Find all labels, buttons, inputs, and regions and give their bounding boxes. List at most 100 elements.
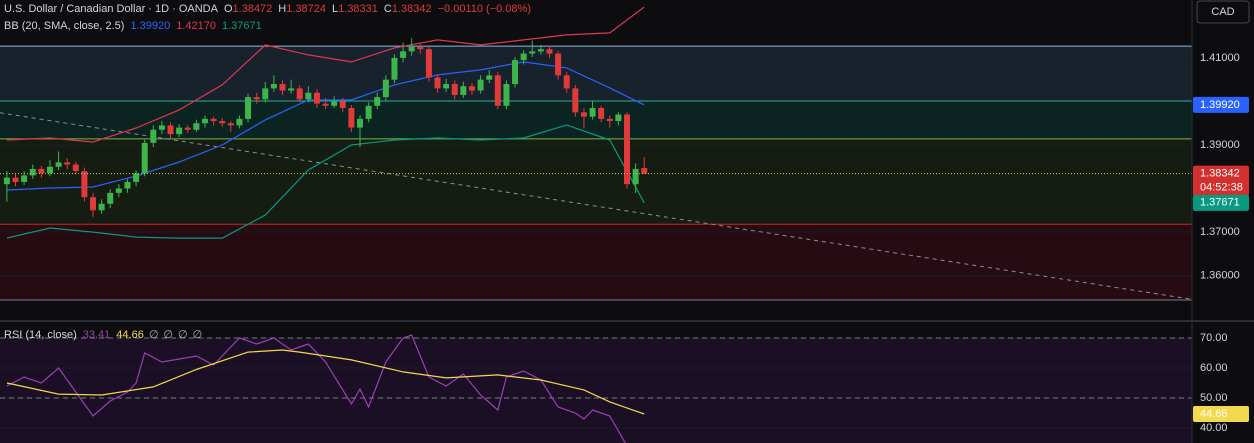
- y-tick-label: 1.41000: [1200, 52, 1240, 64]
- candle-body: [296, 88, 303, 100]
- candle-body: [641, 167, 648, 174]
- candle-body: [365, 105, 372, 119]
- price-pane: [0, 6, 1192, 301]
- candle-body: [468, 86, 475, 91]
- candle-body: [3, 177, 10, 185]
- candle-body: [141, 142, 148, 174]
- candle-body: [167, 125, 174, 135]
- rsi-pane: [0, 334, 1192, 443]
- candle-body: [158, 125, 165, 130]
- currency-box[interactable]: [1196, 0, 1250, 24]
- zone: [0, 101, 1192, 139]
- candle-body: [563, 75, 570, 89]
- candle-body: [580, 112, 587, 117]
- rsi-legend: RSI (14, close) 33.41 44.66 ∅ ∅ ∅ ∅: [4, 329, 202, 341]
- ohlc-letter: C: [384, 3, 392, 15]
- y-tick-label: 1.36000: [1200, 269, 1240, 281]
- candle-body: [133, 173, 140, 182]
- y-tick-label: 60.00: [1200, 362, 1228, 374]
- candle-body: [632, 168, 639, 185]
- candle-body: [193, 123, 200, 130]
- y-tick-label: 70.00: [1200, 332, 1228, 344]
- candle-body: [322, 103, 329, 106]
- price-badge: [1193, 406, 1249, 423]
- price-badge: [1193, 96, 1249, 113]
- y-tick-label: 1.37000: [1200, 226, 1240, 238]
- candle-body: [434, 77, 441, 89]
- candle-body: [55, 162, 62, 167]
- currency: CAD: [1211, 6, 1234, 18]
- candle-body: [124, 181, 131, 189]
- candle-body: [460, 86, 467, 95]
- candle-body: [21, 175, 28, 182]
- price-badge: [1193, 194, 1249, 211]
- candle-body: [537, 49, 544, 52]
- candle-body: [477, 79, 484, 91]
- na-marker: ∅: [178, 329, 188, 341]
- candle-body: [374, 97, 381, 106]
- candle-body: [615, 114, 622, 122]
- candle-body: [253, 97, 260, 100]
- candle-body: [90, 197, 97, 211]
- countdown: 04:52:38: [1200, 182, 1243, 194]
- candle-body: [176, 127, 183, 135]
- candle-body: [219, 121, 226, 124]
- zone: [0, 138, 1192, 225]
- indicator-value: 1.42170: [176, 20, 216, 32]
- candle-body: [606, 118, 613, 122]
- candle-body: [494, 75, 501, 106]
- ohlc-letter: O: [224, 3, 233, 15]
- ohlc-value: 1.38472: [233, 3, 273, 15]
- candle-body: [555, 53, 562, 76]
- candle-body: [598, 107, 605, 119]
- candle-body: [210, 118, 217, 122]
- candle-body: [72, 164, 79, 172]
- series-line: [6, 61, 645, 191]
- ohlc-value: 1.38724: [286, 3, 326, 15]
- y-tick-label: 50.00: [1200, 392, 1228, 404]
- ohlc-value: 1.38342: [392, 3, 432, 15]
- series-line: [0, 112, 1191, 300]
- candle-body: [486, 75, 493, 80]
- candle-body: [46, 166, 53, 174]
- candle-body: [184, 127, 191, 130]
- series-line: [6, 6, 645, 143]
- zone: [0, 224, 1192, 300]
- zone: [0, 46, 1192, 102]
- ohlc-letter: H: [278, 3, 286, 15]
- indicator-value: 1.39920: [130, 20, 170, 32]
- indicator-name: BB (20, SMA, close, 2.5): [4, 20, 124, 32]
- rsi-title: RSI (14, close): [4, 329, 77, 341]
- candle-body: [29, 168, 36, 176]
- candle-body: [98, 203, 105, 211]
- candle-body: [262, 88, 269, 100]
- candle-body: [572, 88, 579, 113]
- price-badge-label: 1.38342: [1200, 168, 1240, 180]
- series-line: [6, 334, 626, 443]
- candle-body: [417, 47, 424, 50]
- na-marker: ∅: [163, 329, 173, 341]
- candle-body: [357, 118, 364, 128]
- price-badge-label: 1.37671: [1200, 197, 1240, 209]
- indicator-legend: BB (20, SMA, close, 2.5) 1.39920 1.42170 1.…: [4, 20, 262, 32]
- candle-body: [236, 118, 243, 126]
- candle-body: [451, 84, 458, 95]
- candle-body: [12, 177, 19, 182]
- candle-body: [520, 53, 527, 61]
- price-badge-label: 44.66: [1200, 408, 1228, 420]
- candle-body: [313, 92, 320, 104]
- candle-body: [305, 92, 312, 100]
- price-badge: [1193, 165, 1249, 196]
- series-line: [6, 349, 645, 415]
- symbol-legend: U.S. Dollar / Canadian Dollar · 1D · OAN…: [4, 3, 531, 15]
- candle-body: [391, 57, 398, 80]
- candle-body: [546, 49, 553, 54]
- candle-body: [348, 107, 355, 128]
- candle-body: [64, 162, 71, 165]
- candle-body: [270, 84, 277, 89]
- candle-body: [288, 88, 295, 91]
- legend: U.S. Dollar / Canadian Dollar · 1D · OAN…: [4, 3, 531, 341]
- candle-body: [227, 123, 234, 126]
- y-tick-label: 40.00: [1200, 422, 1228, 434]
